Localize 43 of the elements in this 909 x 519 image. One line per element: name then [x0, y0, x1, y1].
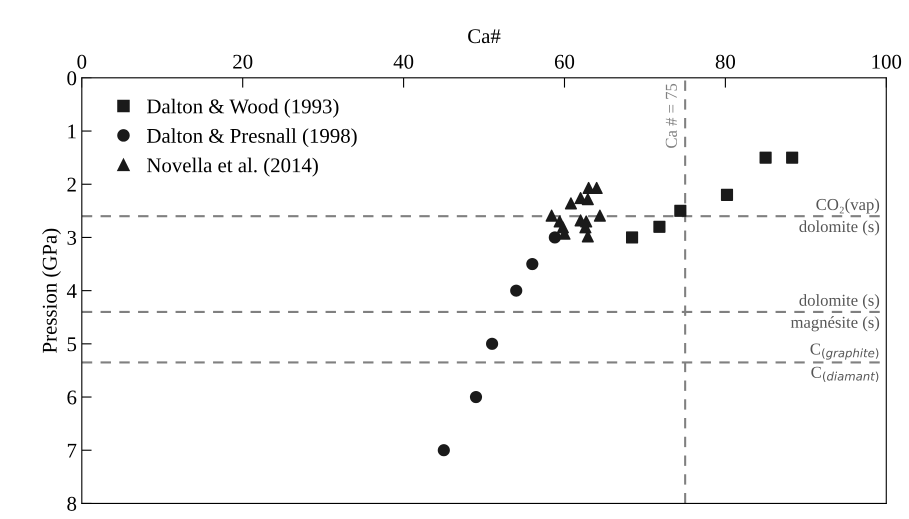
annotation: dolomite (s) [799, 220, 880, 236]
point [548, 231, 561, 244]
x-tick-label: 100 [872, 54, 902, 69]
y-tick-label: 2 [67, 178, 76, 192]
point [486, 338, 498, 350]
point [786, 152, 798, 164]
point [653, 220, 666, 233]
point [760, 152, 772, 164]
x-tick-label: 0 [77, 54, 86, 69]
legend-label: Dalton & Presnall (1998) [146, 128, 357, 148]
point [674, 204, 686, 217]
ref-line-label: Ca # = 75 [666, 84, 677, 148]
annotation: C$_{(diamant)}$ [811, 366, 878, 382]
x-axis-title: Ca# [468, 29, 500, 44]
point [546, 210, 558, 222]
point [720, 188, 734, 201]
point [510, 284, 522, 297]
point [564, 197, 577, 210]
y-tick-label: 5 [68, 337, 76, 352]
point [626, 231, 638, 244]
y-tick-label: 1 [68, 124, 76, 138]
x-tick-label: 20 [233, 54, 252, 69]
y-tick-label: 7 [68, 444, 76, 458]
x-tick-label: 80 [716, 54, 736, 69]
annotation: magnésite (s) [790, 316, 880, 332]
y-tick-label: 4 [66, 284, 77, 298]
legend-label: Dalton & Wood (1993) [146, 98, 338, 118]
y-tick-label: 0 [67, 71, 76, 86]
y-tick-label: 6 [67, 390, 76, 404]
legend-label: Novella et al. (2014) [146, 158, 318, 177]
y-tick-label: 3 [68, 230, 76, 245]
point [470, 390, 482, 404]
point [438, 444, 450, 456]
point [594, 210, 606, 222]
y-tick-label: 8 [67, 496, 76, 511]
point [526, 258, 538, 270]
ref-line-label: C$_{(graphite)}$ [810, 343, 878, 360]
y-axis-title: Pression (GPa) [42, 228, 61, 353]
x-tick-label: 60 [554, 54, 574, 69]
ref-line-label: CO₂(vap) [816, 198, 880, 214]
x-tick-label: 40 [394, 54, 414, 69]
point [582, 193, 594, 206]
ref-line-label: dolomite (s) [799, 294, 880, 310]
